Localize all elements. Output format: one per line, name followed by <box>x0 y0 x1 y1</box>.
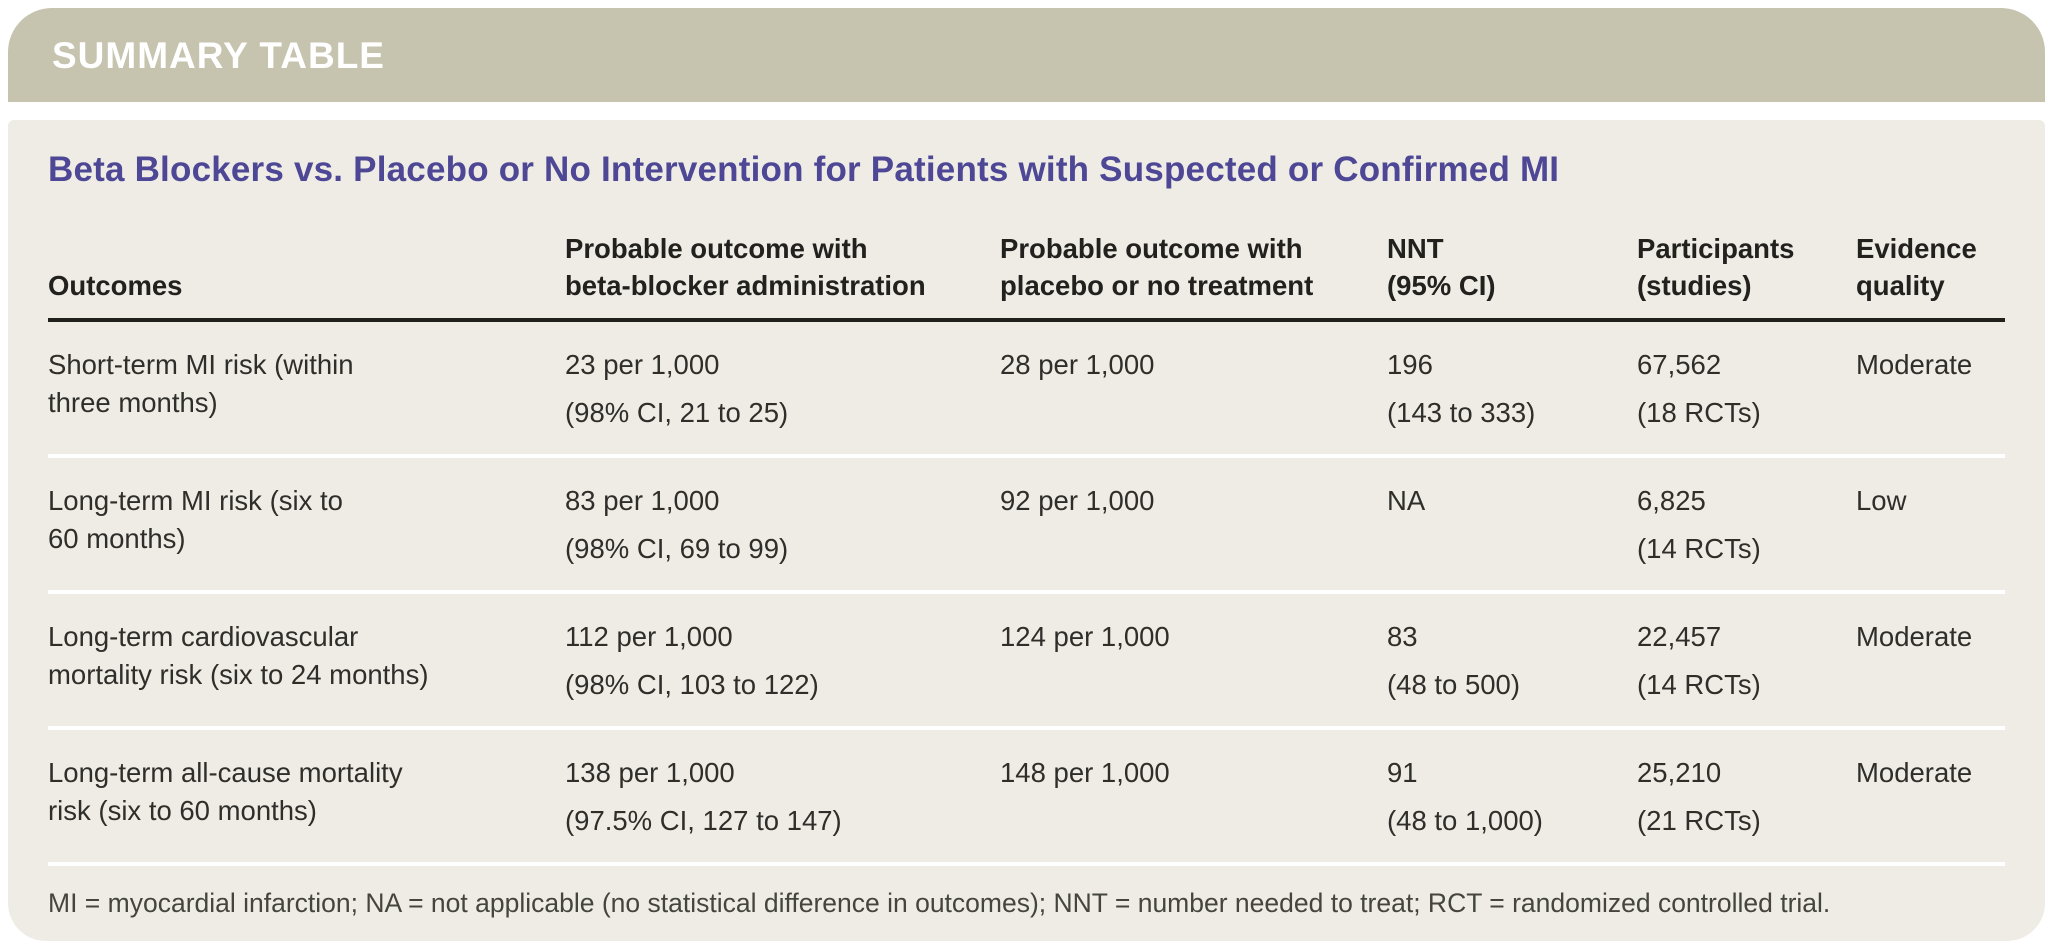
cell-line: Long-term all-cause mortality <box>48 757 403 788</box>
cell-line: 83 per 1,000 <box>565 485 720 516</box>
cell-line: 124 per 1,000 <box>1000 621 1170 652</box>
cell-outcome: Long-term MI risk (six to 60 months) <box>48 456 565 594</box>
cell-line: 92 per 1,000 <box>1000 485 1155 516</box>
cell-line: 23 per 1,000 <box>565 349 720 380</box>
cell-evidence: Low <box>1856 456 2005 594</box>
header-line: Evidence <box>1856 233 1977 264</box>
cell-line: Long-term MI risk (six to <box>48 485 343 516</box>
header-line: quality <box>1856 270 1945 301</box>
cell-line: (14 RCTs) <box>1637 533 1761 564</box>
cell-placebo: 28 per 1,000 <box>1000 320 1387 458</box>
cell-beta-blocker: 138 per 1,000 (97.5% CI, 127 to 147) <box>565 728 1000 866</box>
summary-table-banner: SUMMARY TABLE <box>8 8 2045 102</box>
header-line: (95% CI) <box>1387 270 1496 301</box>
cell-line: 60 months) <box>48 523 186 554</box>
cell-line: 6,825 <box>1637 485 1706 516</box>
header-line: Probable outcome with <box>565 233 868 264</box>
cell-beta-blocker: 112 per 1,000 (98% CI, 103 to 122) <box>565 592 1000 730</box>
cell-line: 91 <box>1387 757 1418 788</box>
cell-evidence: Moderate <box>1856 728 2005 866</box>
cell-line: (48 to 500) <box>1387 669 1521 700</box>
banner-label: SUMMARY TABLE <box>52 35 385 76</box>
cell-line: 83 <box>1387 621 1418 652</box>
cell-line: three months) <box>48 387 218 418</box>
cell-line: (48 to 1,000) <box>1387 805 1543 836</box>
abbreviations-footnote: MI = myocardial infarction; NA = not app… <box>48 888 1831 918</box>
header-line: placebo or no treatment <box>1000 270 1314 301</box>
cell-outcome: Short-term MI risk (within three months) <box>48 320 565 458</box>
header-row: Outcomes Probable outcome with beta-bloc… <box>48 218 2005 322</box>
cell-nnt: NA <box>1387 456 1637 594</box>
cell-participants: 67,562 (18 RCTs) <box>1637 320 1856 458</box>
cell-line: Low <box>1856 485 1907 516</box>
cell-evidence: Moderate <box>1856 592 2005 730</box>
outcomes-table: Outcomes Probable outcome with beta-bloc… <box>48 218 2005 866</box>
cell-beta-blocker: 23 per 1,000 (98% CI, 21 to 25) <box>565 320 1000 458</box>
cell-line: (143 to 333) <box>1387 397 1536 428</box>
cell-participants: 6,825 (14 RCTs) <box>1637 456 1856 594</box>
cell-line: (97.5% CI, 127 to 147) <box>565 805 842 836</box>
cell-line: 25,210 <box>1637 757 1722 788</box>
cell-line: Moderate <box>1856 621 1973 652</box>
cell-line: Moderate <box>1856 757 1973 788</box>
table-row: Long-term cardiovascular mortality risk … <box>48 592 2005 730</box>
cell-nnt: 91 (48 to 1,000) <box>1387 728 1637 866</box>
cell-line: Moderate <box>1856 349 1973 380</box>
cell-line: NA <box>1387 485 1426 516</box>
header-line: (studies) <box>1637 270 1752 301</box>
column-header-participants: Participants (studies) <box>1637 218 1856 322</box>
header-line: NNT <box>1387 233 1444 264</box>
cell-line: (98% CI, 21 to 25) <box>565 397 789 428</box>
column-header-evidence: Evidence quality <box>1856 218 2005 322</box>
cell-line: (21 RCTs) <box>1637 805 1761 836</box>
header-line: beta-blocker administration <box>565 270 926 301</box>
cell-line: 196 <box>1387 349 1433 380</box>
summary-table-panel: Beta Blockers vs. Placebo or No Interven… <box>8 120 2045 941</box>
cell-line: (14 RCTs) <box>1637 669 1761 700</box>
cell-line: 28 per 1,000 <box>1000 349 1155 380</box>
cell-outcome: Long-term all-cause mortality risk (six … <box>48 728 565 866</box>
cell-evidence: Moderate <box>1856 320 2005 458</box>
cell-line: 67,562 <box>1637 349 1722 380</box>
cell-line: Long-term cardiovascular <box>48 621 359 652</box>
cell-beta-blocker: 83 per 1,000 (98% CI, 69 to 99) <box>565 456 1000 594</box>
cell-placebo: 148 per 1,000 <box>1000 728 1387 866</box>
cell-line: (98% CI, 103 to 122) <box>565 669 819 700</box>
cell-nnt: 196 (143 to 333) <box>1387 320 1637 458</box>
cell-outcome: Long-term cardiovascular mortality risk … <box>48 592 565 730</box>
table-row: Short-term MI risk (within three months)… <box>48 320 2005 458</box>
table-title: Beta Blockers vs. Placebo or No Interven… <box>48 150 1560 189</box>
cell-line: mortality risk (six to 24 months) <box>48 659 429 690</box>
cell-line: Short-term MI risk (within <box>48 349 354 380</box>
column-header-beta-blocker: Probable outcome with beta-blocker admin… <box>565 218 1000 322</box>
table-row: Long-term MI risk (six to 60 months) 83 … <box>48 456 2005 594</box>
cell-placebo: 124 per 1,000 <box>1000 592 1387 730</box>
cell-line: 138 per 1,000 <box>565 757 735 788</box>
cell-line: 112 per 1,000 <box>565 621 733 652</box>
column-header-placebo: Probable outcome with placebo or no trea… <box>1000 218 1387 322</box>
table-row: Long-term all-cause mortality risk (six … <box>48 728 2005 866</box>
header-line: Participants <box>1637 233 1795 264</box>
column-header-nnt: NNT (95% CI) <box>1387 218 1637 322</box>
cell-placebo: 92 per 1,000 <box>1000 456 1387 594</box>
cell-participants: 22,457 (14 RCTs) <box>1637 592 1856 730</box>
header-line: Probable outcome with <box>1000 233 1303 264</box>
cell-line: (98% CI, 69 to 99) <box>565 533 789 564</box>
cell-line: (18 RCTs) <box>1637 397 1761 428</box>
header-line: Outcomes <box>48 270 183 301</box>
cell-participants: 25,210 (21 RCTs) <box>1637 728 1856 866</box>
cell-line: 22,457 <box>1637 621 1722 652</box>
column-header-outcomes: Outcomes <box>48 218 565 322</box>
cell-nnt: 83 (48 to 500) <box>1387 592 1637 730</box>
cell-line: 148 per 1,000 <box>1000 757 1170 788</box>
cell-line: risk (six to 60 months) <box>48 795 317 826</box>
